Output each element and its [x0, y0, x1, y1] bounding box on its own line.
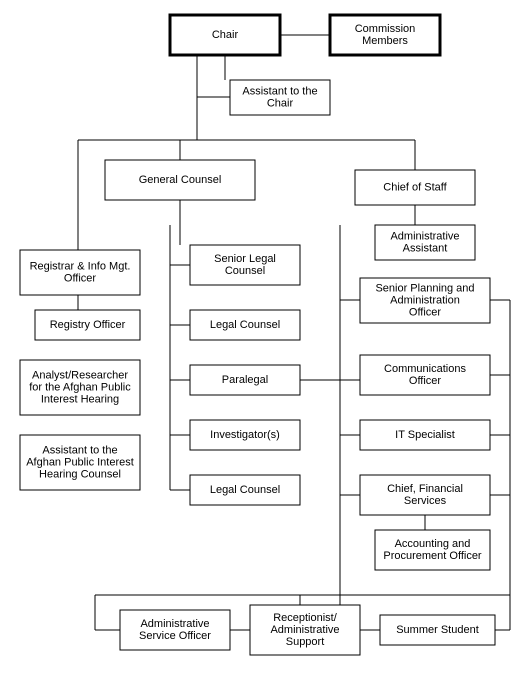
node-label: Chief, Financial [387, 483, 463, 495]
node-label: Afghan Public Interest [26, 456, 134, 468]
node-label: Chair [267, 97, 294, 109]
node-communications: CommunicationsOfficer [360, 355, 490, 395]
node-general_counsel: General Counsel [105, 160, 255, 200]
node-label: Legal Counsel [210, 484, 280, 496]
node-admin_service: AdministrativeService Officer [120, 610, 230, 650]
node-label: General Counsel [139, 174, 222, 186]
node-chief_of_staff: Chief of Staff [355, 170, 475, 205]
node-investigators: Investigator(s) [190, 420, 300, 450]
node-summer_student: Summer Student [380, 615, 495, 645]
node-label: Administrative [390, 230, 459, 242]
node-label: Receptionist/ [273, 612, 338, 624]
node-label: Services [404, 495, 447, 507]
node-label: Support [286, 636, 325, 648]
node-paralegal: Paralegal [190, 365, 300, 395]
node-legal_counsel_2: Legal Counsel [190, 475, 300, 505]
node-senior_planning: Senior Planning andAdministrationOfficer [360, 278, 490, 323]
node-label: Investigator(s) [210, 429, 280, 441]
node-label: Administration [390, 294, 460, 306]
nodes-layer: ChairCommissionMembersAssistant to theCh… [20, 15, 495, 655]
node-label: Assistant to the [242, 85, 317, 97]
node-senior_legal: Senior LegalCounsel [190, 245, 300, 285]
node-chair: Chair [170, 15, 280, 55]
node-label: Paralegal [222, 374, 268, 386]
node-assistant_chair: Assistant to theChair [230, 80, 330, 115]
node-label: Service Officer [139, 630, 211, 642]
node-chief_financial: Chief, FinancialServices [360, 475, 490, 515]
node-admin_assistant: AdministrativeAssistant [375, 225, 475, 260]
node-registrar: Registrar & Info Mgt.Officer [20, 250, 140, 295]
node-label: Hearing Counsel [39, 468, 121, 480]
node-label: Members [362, 35, 408, 47]
node-label: Commission [355, 23, 416, 35]
node-label: Accounting and [395, 538, 471, 550]
node-label: Interest Hearing [41, 393, 119, 405]
node-label: Assistant [403, 242, 448, 254]
node-label: Counsel [225, 265, 265, 277]
node-legal_counsel_1: Legal Counsel [190, 310, 300, 340]
node-label: Registry Officer [50, 319, 126, 331]
node-registry_officer: Registry Officer [35, 310, 140, 340]
node-label: IT Specialist [395, 429, 455, 441]
node-label: Assistant to the [42, 444, 117, 456]
node-accounting: Accounting andProcurement Officer [375, 530, 490, 570]
node-label: Communications [384, 363, 466, 375]
org-chart: ChairCommissionMembersAssistant to theCh… [0, 0, 525, 681]
node-label: Officer [409, 306, 442, 318]
node-label: Administrative [270, 624, 339, 636]
node-label: Analyst/Researcher [32, 369, 128, 381]
node-label: Summer Student [396, 624, 479, 636]
node-label: Senior Planning and [375, 282, 474, 294]
node-label: Chief of Staff [383, 181, 447, 193]
node-label: Registrar & Info Mgt. [30, 260, 131, 272]
node-receptionist: Receptionist/AdministrativeSupport [250, 605, 360, 655]
node-assistant_afghan: Assistant to theAfghan Public InterestHe… [20, 435, 140, 490]
node-it_specialist: IT Specialist [360, 420, 490, 450]
node-label: Legal Counsel [210, 319, 280, 331]
node-label: Officer [409, 375, 442, 387]
node-label: for the Afghan Public [29, 381, 131, 393]
node-commission: CommissionMembers [330, 15, 440, 55]
node-label: Procurement Officer [383, 550, 482, 562]
node-label: Senior Legal [214, 253, 276, 265]
node-label: Administrative [140, 618, 209, 630]
node-label: Chair [212, 29, 239, 41]
node-label: Officer [64, 272, 97, 284]
node-analyst: Analyst/Researcherfor the Afghan PublicI… [20, 360, 140, 415]
